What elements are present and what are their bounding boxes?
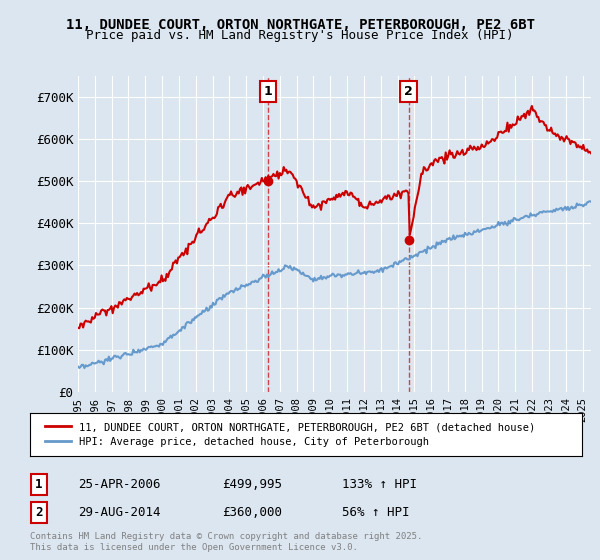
Text: 29-AUG-2014: 29-AUG-2014 — [78, 506, 161, 519]
Text: 2: 2 — [404, 85, 413, 98]
Text: £499,995: £499,995 — [222, 478, 282, 491]
Text: 11, DUNDEE COURT, ORTON NORTHGATE, PETERBOROUGH, PE2 6BT: 11, DUNDEE COURT, ORTON NORTHGATE, PETER… — [65, 18, 535, 32]
Text: 1: 1 — [264, 85, 272, 98]
Text: 133% ↑ HPI: 133% ↑ HPI — [342, 478, 417, 491]
Text: £360,000: £360,000 — [222, 506, 282, 519]
Text: 2: 2 — [35, 506, 43, 519]
Text: 1: 1 — [35, 478, 43, 491]
Legend: 11, DUNDEE COURT, ORTON NORTHGATE, PETERBOROUGH, PE2 6BT (detached house), HPI: : 11, DUNDEE COURT, ORTON NORTHGATE, PETER… — [41, 418, 539, 451]
Text: Contains HM Land Registry data © Crown copyright and database right 2025.
This d: Contains HM Land Registry data © Crown c… — [30, 532, 422, 552]
Text: 56% ↑ HPI: 56% ↑ HPI — [342, 506, 409, 519]
Text: 25-APR-2006: 25-APR-2006 — [78, 478, 161, 491]
Text: Price paid vs. HM Land Registry's House Price Index (HPI): Price paid vs. HM Land Registry's House … — [86, 29, 514, 42]
